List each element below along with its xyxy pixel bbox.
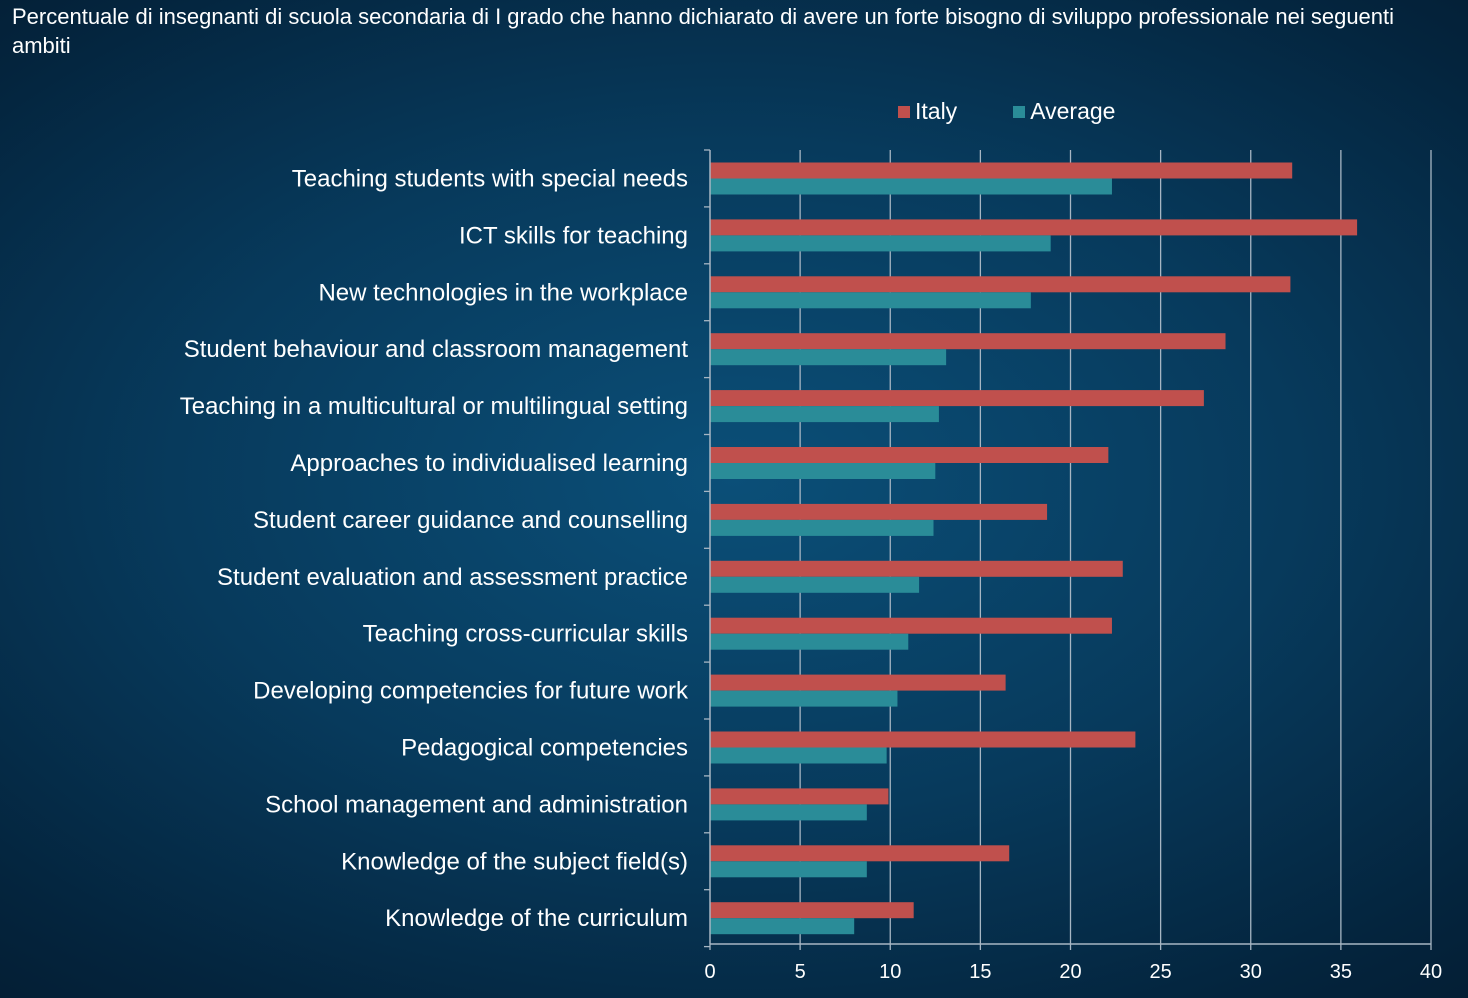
x-tick-label-20: 20 [1059,961,1081,983]
bar-average-5 [710,463,936,479]
legend-label-average: Average [1030,98,1116,124]
legend-item-italy: Italy [898,98,957,125]
bar-italy-7 [710,560,1123,577]
x-tick-label-40: 40 [1420,961,1442,983]
category-labels: Teaching students with special needs ICT … [180,166,689,933]
x-tick-label-30: 30 [1240,961,1262,983]
x-tick-label-0: 0 [704,961,715,983]
category-label-9: Developing competencies for future work [253,678,689,705]
category-label-10: Pedagogical competencies [401,735,688,762]
bar-italy-6 [710,503,1048,520]
category-label-5: Approaches to individualised learning [290,450,688,477]
bars [710,162,1358,935]
bar-average-9 [710,690,898,707]
category-label-2: New technologies in the workplace [318,279,688,306]
bar-average-11 [710,804,867,821]
bar-italy-13 [710,902,914,919]
legend-item-average: Average [1013,98,1115,125]
bar-average-3 [710,349,947,366]
category-label-0: Teaching students with special needs [292,166,688,193]
bar-average-12 [710,861,867,878]
legend-swatch-average [1013,105,1026,118]
category-label-6: Student career guidance and counselling [253,507,688,534]
x-tick-label-10: 10 [879,961,901,983]
bar-italy-9 [710,674,1006,691]
bar-italy-3 [710,333,1226,350]
bar-italy-4 [710,390,1204,407]
gridlines [799,150,1432,944]
bar-italy-2 [710,276,1291,293]
tick-labels: 0 5 10 15 20 25 30 35 40 [704,961,1442,983]
bar-italy-5 [710,447,1109,463]
axes [704,149,1432,950]
bar-italy-11 [710,788,889,805]
category-label-7: Student evaluation and assessment practi… [217,564,688,591]
bar-italy-10 [710,731,1136,748]
bar-average-7 [710,576,920,593]
bar-average-0 [710,178,1112,195]
bar-average-1 [710,235,1051,252]
bar-italy-8 [710,617,1112,634]
legend: Italy Average [898,98,1171,125]
x-tick-label-5: 5 [795,961,806,983]
category-label-3: Student behaviour and classroom manageme… [184,336,689,363]
bar-average-13 [710,918,855,935]
category-label-4: Teaching in a multicultural or multiling… [180,393,688,420]
category-label-11: School management and administration [265,791,688,818]
category-label-8: Teaching cross-curricular skills [363,621,688,648]
legend-swatch-italy [898,105,910,118]
bar-italy-1 [710,219,1358,236]
category-label-12: Knowledge of the subject field(s) [341,848,688,875]
bar-average-6 [710,519,934,536]
category-label-1: ICT skills for teaching [459,222,688,249]
bar-average-4 [710,406,939,423]
bar-average-10 [710,747,887,764]
category-label-13: Knowledge of the curriculum [385,905,688,932]
bar-italy-12 [710,845,1010,862]
chart-title: Percentuale di insegnanti di scuola seco… [12,4,1395,58]
bar-average-8 [710,633,909,650]
x-tick-label-25: 25 [1150,961,1172,983]
x-tick-label-35: 35 [1330,961,1352,983]
bar-average-2 [710,292,1031,309]
x-tick-label-15: 15 [969,961,991,983]
legend-label-italy: Italy [915,98,958,124]
bar-italy-0 [710,162,1293,179]
